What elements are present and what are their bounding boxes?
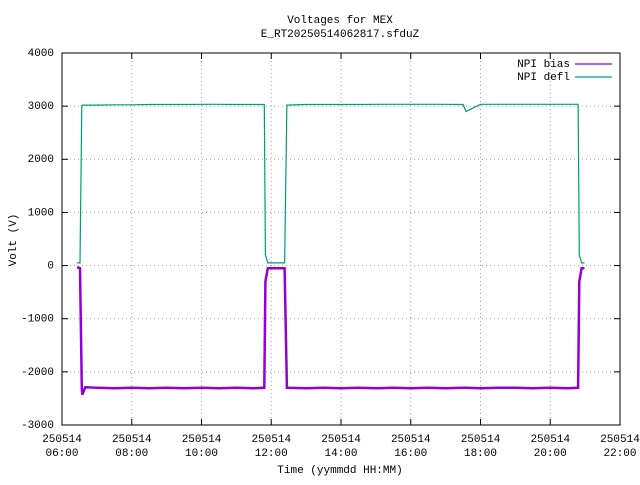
x-tick-label: 250514 08:00 (112, 434, 152, 460)
chart-title: Voltages for MEX (287, 15, 393, 27)
chart-subtitle: E_RT20250514062817.sfduZ (261, 29, 420, 41)
data-line (77, 103, 585, 264)
x-tick-label: 250514 12:00 (251, 434, 291, 460)
data-line (76, 266, 585, 396)
x-tick-label: 250514 18:00 (461, 434, 501, 460)
y-tick-label: 3000 (28, 101, 54, 113)
y-axis-label: Volt (V) (8, 214, 20, 267)
x-tick-label: 250514 22:00 (600, 434, 640, 460)
legend-label: NPI bias (517, 59, 570, 71)
y-tick-label: -1000 (21, 314, 54, 326)
y-tick-label: -2000 (21, 367, 54, 379)
y-tick-label: 2000 (28, 154, 54, 166)
legend-label: NPI defl (517, 72, 570, 84)
x-tick-label: 250514 16:00 (391, 434, 431, 460)
x-tick-label: 250514 10:00 (182, 434, 222, 460)
x-tick-label: 250514 14:00 (321, 434, 361, 460)
y-tick-label: 0 (47, 260, 54, 272)
y-tick-label: 1000 (28, 207, 54, 219)
x-tick-label: 250514 20:00 (530, 434, 570, 460)
y-tick-label: 4000 (28, 48, 54, 60)
plot-frame (61, 52, 621, 426)
x-tick-label: 250514 06:00 (42, 434, 82, 460)
y-tick-label: -3000 (21, 420, 54, 432)
x-axis-label: Time (yymmdd HH:MM) (277, 465, 402, 477)
